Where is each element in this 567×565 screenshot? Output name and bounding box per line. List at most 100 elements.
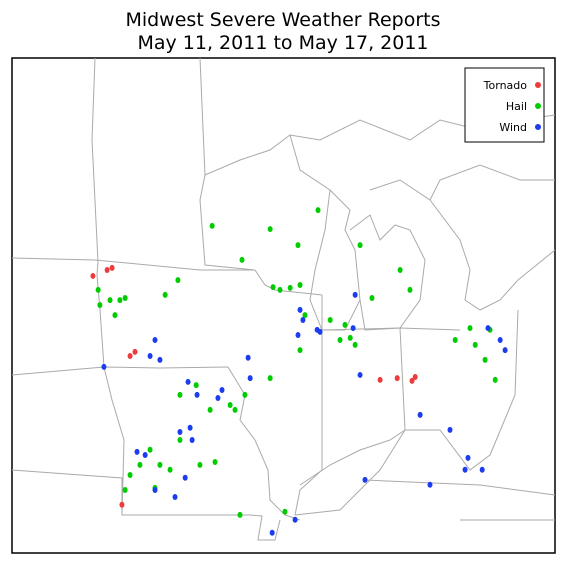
- report-point: [397, 266, 403, 273]
- report-point: [317, 328, 323, 335]
- report-point: [127, 353, 133, 360]
- title-line: May 11, 2011 to May 17, 2011: [137, 32, 428, 54]
- legend-marker: [535, 124, 541, 130]
- report-point: [267, 375, 273, 382]
- report-point: [407, 286, 413, 293]
- report-point: [209, 222, 215, 229]
- legend-label: Hail: [506, 100, 527, 113]
- report-point: [277, 286, 283, 293]
- report-point: [104, 266, 110, 273]
- report-point: [147, 353, 153, 360]
- report-point: [412, 374, 418, 381]
- report-point: [162, 291, 168, 298]
- report-point: [452, 336, 458, 343]
- report-point: [297, 347, 303, 354]
- report-point: [427, 481, 433, 488]
- report-point: [357, 371, 363, 378]
- report-point: [119, 501, 125, 508]
- report-point: [270, 284, 276, 291]
- report-point: [377, 376, 383, 383]
- report-point: [482, 356, 488, 363]
- report-point: [147, 446, 153, 453]
- report-point: [107, 297, 113, 304]
- report-point: [152, 336, 158, 343]
- report-point: [409, 377, 415, 384]
- report-point: [315, 207, 321, 214]
- report-point: [185, 378, 191, 385]
- report-point: [292, 516, 298, 523]
- report-point: [182, 474, 188, 481]
- report-point: [342, 321, 348, 328]
- report-point: [497, 336, 503, 343]
- legend-box: [464, 67, 545, 143]
- report-point: [417, 411, 423, 418]
- report-point: [175, 277, 181, 284]
- report-point: [122, 487, 128, 494]
- report-point: [297, 282, 303, 289]
- report-point: [297, 306, 303, 313]
- report-point: [502, 347, 508, 354]
- report-point: [177, 437, 183, 444]
- report-point: [245, 354, 251, 361]
- report-point: [97, 301, 103, 308]
- report-point: [282, 508, 288, 515]
- report-point: [295, 242, 301, 249]
- report-point: [172, 494, 178, 501]
- report-point: [357, 242, 363, 249]
- report-point: [157, 356, 163, 363]
- report-point: [219, 386, 225, 393]
- report-point: [337, 336, 343, 343]
- report-point: [300, 317, 306, 324]
- report-point: [194, 391, 200, 398]
- report-point: [189, 437, 195, 444]
- report-point: [227, 402, 233, 409]
- report-point: [465, 454, 471, 461]
- legend-marker: [535, 82, 541, 88]
- legend-label: Wind: [499, 121, 527, 134]
- report-point: [101, 363, 107, 370]
- report-point: [327, 317, 333, 324]
- report-point: [127, 471, 133, 478]
- report-point: [232, 406, 238, 413]
- report-point: [347, 334, 353, 341]
- report-point: [485, 325, 491, 332]
- report-point: [117, 297, 123, 304]
- report-point: [112, 312, 118, 319]
- report-point: [492, 376, 498, 383]
- report-point: [167, 466, 173, 473]
- report-point: [177, 428, 183, 435]
- report-point: [90, 272, 96, 279]
- legend-marker: [535, 103, 541, 109]
- report-point: [187, 424, 193, 431]
- report-point: [447, 426, 453, 433]
- report-point: [197, 461, 203, 468]
- report-point: [212, 459, 218, 466]
- report-point: [134, 448, 140, 455]
- report-point: [269, 529, 275, 536]
- report-point: [302, 312, 308, 319]
- report-point: [362, 476, 368, 483]
- report-point: [287, 284, 293, 291]
- report-point: [295, 332, 301, 339]
- report-point: [242, 391, 248, 398]
- report-point: [215, 395, 221, 402]
- report-point: [239, 256, 245, 263]
- state-borders: [11, 57, 556, 541]
- report-point: [95, 286, 101, 293]
- report-point: [122, 294, 128, 301]
- report-point: [237, 511, 243, 518]
- report-point: [247, 375, 253, 382]
- report-point: [132, 348, 138, 355]
- report-point: [177, 391, 183, 398]
- legend-label: Tornado: [483, 79, 528, 92]
- title-line: Midwest Severe Weather Reports: [125, 9, 440, 31]
- report-point: [352, 291, 358, 298]
- report-point: [157, 461, 163, 468]
- report-point: [369, 294, 375, 301]
- report-point: [462, 466, 468, 473]
- report-point: [109, 264, 115, 271]
- report-point: [142, 452, 148, 459]
- report-point: [479, 466, 485, 473]
- report-point: [467, 325, 473, 332]
